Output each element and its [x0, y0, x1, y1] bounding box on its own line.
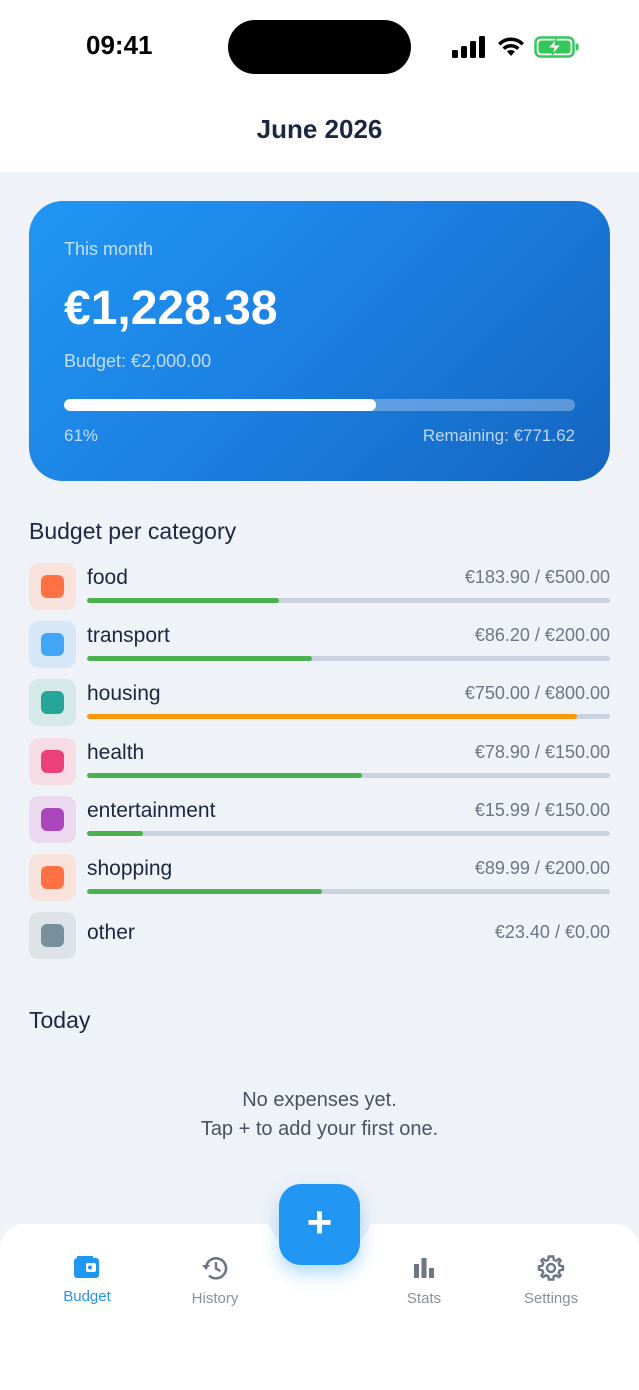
add-expense-button[interactable]: +: [279, 1184, 360, 1265]
category-color-dot: [41, 691, 64, 715]
category-color-dot: [41, 924, 64, 948]
category-progress-track: [87, 598, 610, 603]
category-name: entertainment: [87, 798, 216, 822]
nav-item-settings[interactable]: Settings: [496, 1254, 606, 1307]
today-section-title: Today: [29, 1007, 91, 1033]
summary-remaining: Remaining: €771.62: [422, 426, 575, 445]
page-title: June 2026: [256, 114, 383, 144]
category-amount: €183.90 / €500.00: [464, 567, 610, 587]
dynamic-island: [228, 20, 411, 74]
category-color-icon: [29, 737, 76, 785]
category-row[interactable]: shopping €89.99 / €200.00: [29, 854, 610, 902]
empty-state-line1: No expenses yet.: [242, 1089, 397, 1111]
gear-icon: [537, 1255, 565, 1281]
category-color-dot: [41, 866, 64, 889]
category-row[interactable]: housing €750.00 / €800.00: [29, 679, 610, 727]
monthly-summary-card: This month €1,228.38 Budget: €2,000.00 6…: [29, 201, 610, 481]
category-row[interactable]: transport €86.20 / €200.00: [29, 621, 610, 669]
nav-label-stats: Stats: [406, 1290, 442, 1307]
status-time: 09:41: [86, 30, 153, 60]
category-amount: €750.00 / €800.00: [464, 683, 610, 704]
summary-label: This month: [64, 239, 154, 259]
category-progress-fill: [87, 714, 578, 720]
category-progress-track: [87, 830, 610, 836]
category-color-icon: [29, 854, 76, 901]
category-name: transport: [87, 624, 170, 648]
nav-item-history[interactable]: History: [160, 1254, 270, 1307]
summary-amount: €1,228.38: [64, 282, 278, 335]
summary-progress-track: [64, 399, 575, 411]
category-name: food: [87, 566, 128, 589]
category-progress-track: [87, 656, 610, 662]
wallet-icon: [74, 1256, 99, 1278]
category-amount: €89.99 / €200.00: [474, 858, 610, 878]
category-color-icon: [29, 795, 76, 843]
category-progress-track: [87, 889, 610, 894]
category-row[interactable]: food €183.90 / €500.00: [29, 563, 610, 611]
category-color-dot: [41, 749, 64, 773]
summary-percent: 61%: [64, 426, 99, 445]
category-progress-fill: [87, 598, 280, 603]
category-color-icon: [29, 621, 76, 669]
category-name: health: [87, 740, 145, 764]
category-amount: €23.40 / €0.00: [494, 922, 610, 943]
category-name: shopping: [87, 857, 173, 880]
category-progress-fill: [87, 889, 323, 894]
category-color-icon: [29, 912, 76, 960]
category-progress-track: [87, 772, 610, 778]
summary-progress-fill: [64, 399, 376, 411]
category-row[interactable]: health €78.90 / €150.00: [29, 737, 610, 786]
category-progress-fill: [87, 830, 143, 836]
history-icon: [202, 1257, 228, 1280]
category-section-title: Budget per category: [29, 518, 237, 544]
category-name: other: [87, 921, 135, 945]
battery-charging-icon: [534, 36, 579, 58]
nav-label-budget: Budget: [63, 1288, 111, 1305]
empty-state-line2: Tap + to add your first one.: [200, 1118, 439, 1140]
bar-chart-icon: [414, 1258, 434, 1278]
wifi-icon: [498, 37, 524, 56]
category-color-dot: [41, 633, 64, 657]
nav-label-settings: Settings: [523, 1290, 579, 1307]
category-progress-track: [87, 714, 610, 720]
nav-item-budget[interactable]: Budget: [32, 1254, 142, 1305]
category-progress-fill: [87, 656, 313, 662]
category-name: housing: [87, 682, 161, 706]
nav-label-history: History: [191, 1290, 239, 1307]
signal-icon: [452, 36, 485, 58]
category-progress-fill: [87, 772, 363, 778]
category-color-dot: [41, 575, 64, 598]
plus-icon: +: [306, 1198, 333, 1247]
category-color-icon: [29, 563, 76, 610]
category-amount: €15.99 / €150.00: [474, 799, 610, 820]
category-color-icon: [29, 679, 76, 727]
category-color-dot: [41, 807, 64, 831]
category-row[interactable]: entertainment €15.99 / €150.00: [29, 795, 610, 844]
category-row[interactable]: other €23.40 / €0.00: [29, 912, 610, 960]
nav-item-stats[interactable]: Stats: [369, 1254, 479, 1307]
category-amount: €86.20 / €200.00: [474, 625, 610, 646]
summary-budget: Budget: €2,000.00: [64, 351, 212, 371]
category-amount: €78.90 / €150.00: [474, 741, 610, 762]
